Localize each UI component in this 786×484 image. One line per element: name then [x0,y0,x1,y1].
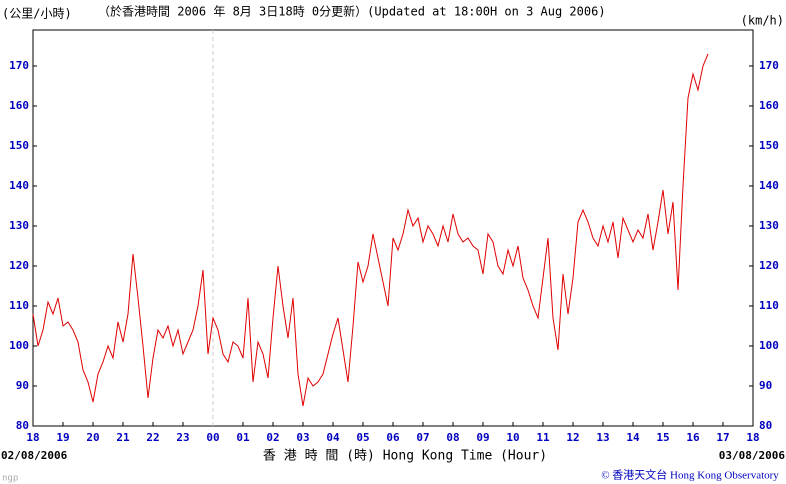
y-tick-label: 160 [759,99,779,112]
y-unit-right: (km/h) [741,14,784,28]
y-unit-left: (公里/小時) [2,7,72,21]
y-tick-label: 80 [16,419,29,432]
x-tick-label: 13 [596,431,609,444]
x-tick-label: 07 [416,431,429,444]
x-tick-label: 19 [56,431,69,444]
watermark: ngp [2,474,18,484]
x-axis-label: 香 港 時 間 (時) Hong Kong Time (Hour) [263,449,547,464]
x-tick-label: 20 [86,431,99,444]
start-date: 02/08/2006 [1,449,68,462]
chart-title: （於香港時間 2006 年 8月 3日18時 0分更新）(Updated at … [98,4,606,19]
x-tick-label: 17 [716,431,729,444]
x-tick-label: 09 [476,431,489,444]
y-tick-label: 110 [759,299,779,312]
x-tick-label: 01 [236,431,250,444]
x-tick-label: 14 [626,431,640,444]
x-tick-label: 21 [116,431,130,444]
y-tick-label: 90 [759,379,772,392]
data-line [32,53,709,407]
y-tick-label: 120 [9,259,29,272]
y-tick-label: 170 [759,59,779,72]
y-tick-label: 140 [9,179,29,192]
x-tick-label: 10 [506,431,519,444]
credit: © 香港天文台 Hong Kong Observatory [601,468,779,482]
y-tick-label: 160 [9,99,29,112]
x-tick-label: 11 [536,431,550,444]
x-tick-label: 03 [296,431,309,444]
y-tick-label: 170 [9,59,29,72]
x-tick-label: 18 [746,431,759,444]
x-tick-label: 22 [146,431,159,444]
x-tick-label: 06 [386,431,400,444]
y-tick-label: 90 [16,379,29,392]
x-tick-label: 04 [326,431,340,444]
y-tick-label: 140 [759,179,779,192]
x-tick-label: 08 [446,431,459,444]
end-date: 03/08/2006 [719,449,786,462]
y-tick-label: 130 [759,219,779,232]
y-tick-label: 130 [9,219,29,232]
x-tick-label: 16 [686,431,700,444]
x-tick-label: 12 [566,431,579,444]
x-tick-label: 05 [356,431,369,444]
y-tick-label: 80 [759,419,772,432]
y-tick-label: 150 [9,139,29,152]
x-tick-label: 02 [266,431,279,444]
y-tick-label: 110 [9,299,29,312]
y-tick-label: 100 [9,339,29,352]
x-tick-label: 00 [206,431,219,444]
y-tick-label: 100 [759,339,779,352]
x-tick-label: 15 [656,431,669,444]
y-tick-label: 120 [759,259,779,272]
x-tick-label: 18 [26,431,39,444]
y-tick-label: 150 [759,139,779,152]
x-tick-label: 23 [176,431,189,444]
